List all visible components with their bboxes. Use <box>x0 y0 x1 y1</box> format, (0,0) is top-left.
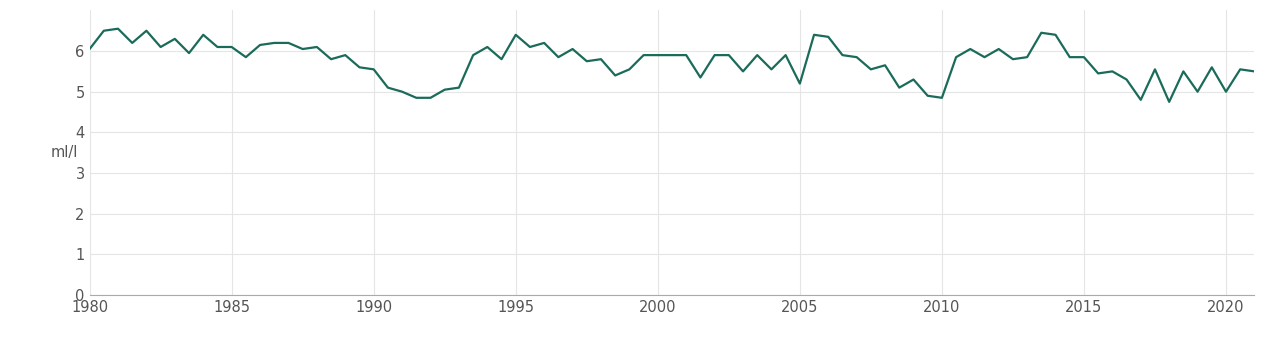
Y-axis label: ml/l: ml/l <box>51 145 78 160</box>
